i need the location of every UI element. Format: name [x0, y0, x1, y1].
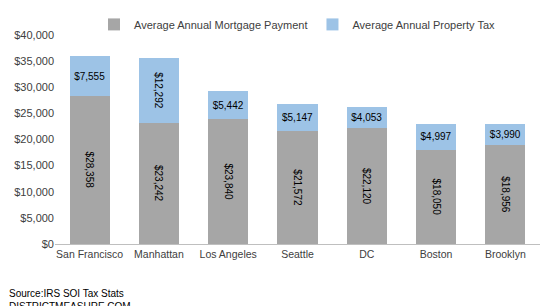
svg-text:$5,147: $5,147 [282, 112, 313, 123]
svg-text:$4,053: $4,053 [351, 112, 382, 123]
svg-text:Manhattan: Manhattan [134, 248, 184, 260]
svg-text:$25,000: $25,000 [14, 107, 54, 119]
svg-text:$20,000: $20,000 [14, 133, 54, 145]
svg-text:$5,442: $5,442 [213, 100, 244, 111]
svg-text:DC: DC [359, 248, 375, 260]
svg-text:$23,840: $23,840 [223, 163, 234, 200]
svg-text:$30,000: $30,000 [14, 81, 54, 93]
svg-text:Los Angeles: Los Angeles [200, 248, 257, 260]
svg-text:Source:IRS SOI Tax Stats: Source:IRS SOI Tax Stats [9, 288, 124, 299]
svg-text:Brooklyn: Brooklyn [485, 248, 526, 260]
svg-text:Seattle: Seattle [281, 248, 314, 260]
svg-text:$21,572: $21,572 [292, 169, 303, 206]
svg-text:$7,555: $7,555 [74, 71, 105, 82]
svg-text:$0: $0 [42, 238, 54, 250]
svg-text:$22,120: $22,120 [361, 168, 372, 205]
svg-text:$35,000: $35,000 [14, 55, 54, 67]
svg-text:Boston: Boston [420, 248, 453, 260]
svg-text:San Francisco: San Francisco [56, 248, 123, 260]
svg-text:$23,242: $23,242 [153, 165, 164, 202]
svg-text:Average Annual Mortgage Paymen: Average Annual Mortgage Payment [134, 19, 307, 31]
svg-text:$5,000: $5,000 [20, 212, 54, 224]
svg-text:$18,050: $18,050 [431, 179, 442, 216]
svg-text:$12,292: $12,292 [153, 72, 164, 109]
svg-text:$40,000: $40,000 [14, 29, 54, 41]
svg-text:$28,358: $28,358 [84, 152, 95, 189]
svg-text:DISTRICTMEASURE.COM: DISTRICTMEASURE.COM [9, 301, 131, 306]
svg-text:$4,997: $4,997 [421, 131, 452, 142]
svg-text:$18,956: $18,956 [500, 176, 511, 213]
svg-text:$10,000: $10,000 [14, 186, 54, 198]
svg-text:$3,990: $3,990 [490, 129, 521, 140]
svg-text:$15,000: $15,000 [14, 159, 54, 171]
svg-text:Average Annual Property Tax: Average Annual Property Tax [352, 19, 495, 31]
